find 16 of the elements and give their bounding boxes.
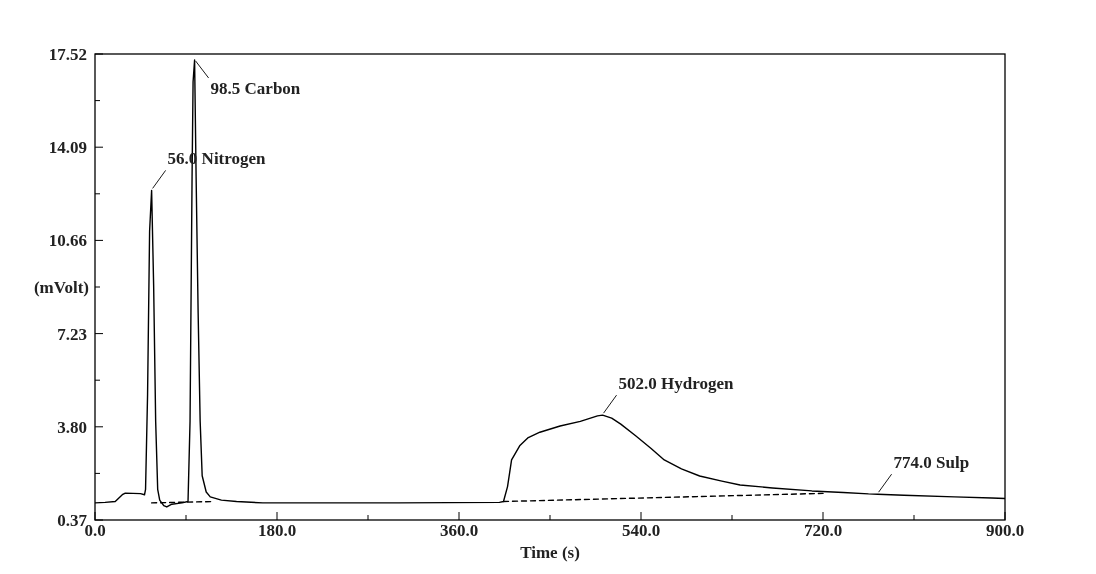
y-tick-label: 17.52 bbox=[48, 44, 87, 64]
x-tick-label: 180.0 bbox=[257, 521, 297, 540]
y-tick-label: 10.66 bbox=[48, 231, 87, 251]
y-tick-label: 3.80 bbox=[57, 417, 87, 437]
annotation: 98.5 Carbon bbox=[210, 78, 301, 98]
x-tick-label: 0.0 bbox=[84, 521, 106, 540]
x-tick-label: 540.0 bbox=[621, 521, 661, 540]
x-axis-title: Time (s) bbox=[520, 543, 580, 562]
y-axis-title: (mVolt) bbox=[33, 277, 89, 297]
annotation: 774.0 Sulp bbox=[893, 453, 970, 473]
annotation: 502.0 Hydrogen bbox=[618, 374, 735, 394]
x-tick-label: 900.0 bbox=[985, 521, 1025, 540]
y-tick-label: 14.09 bbox=[48, 138, 87, 158]
y-tick-label: 7.23 bbox=[57, 324, 87, 344]
x-tick-label: 720.0 bbox=[803, 521, 843, 540]
x-tick-label: 360.0 bbox=[439, 521, 479, 540]
